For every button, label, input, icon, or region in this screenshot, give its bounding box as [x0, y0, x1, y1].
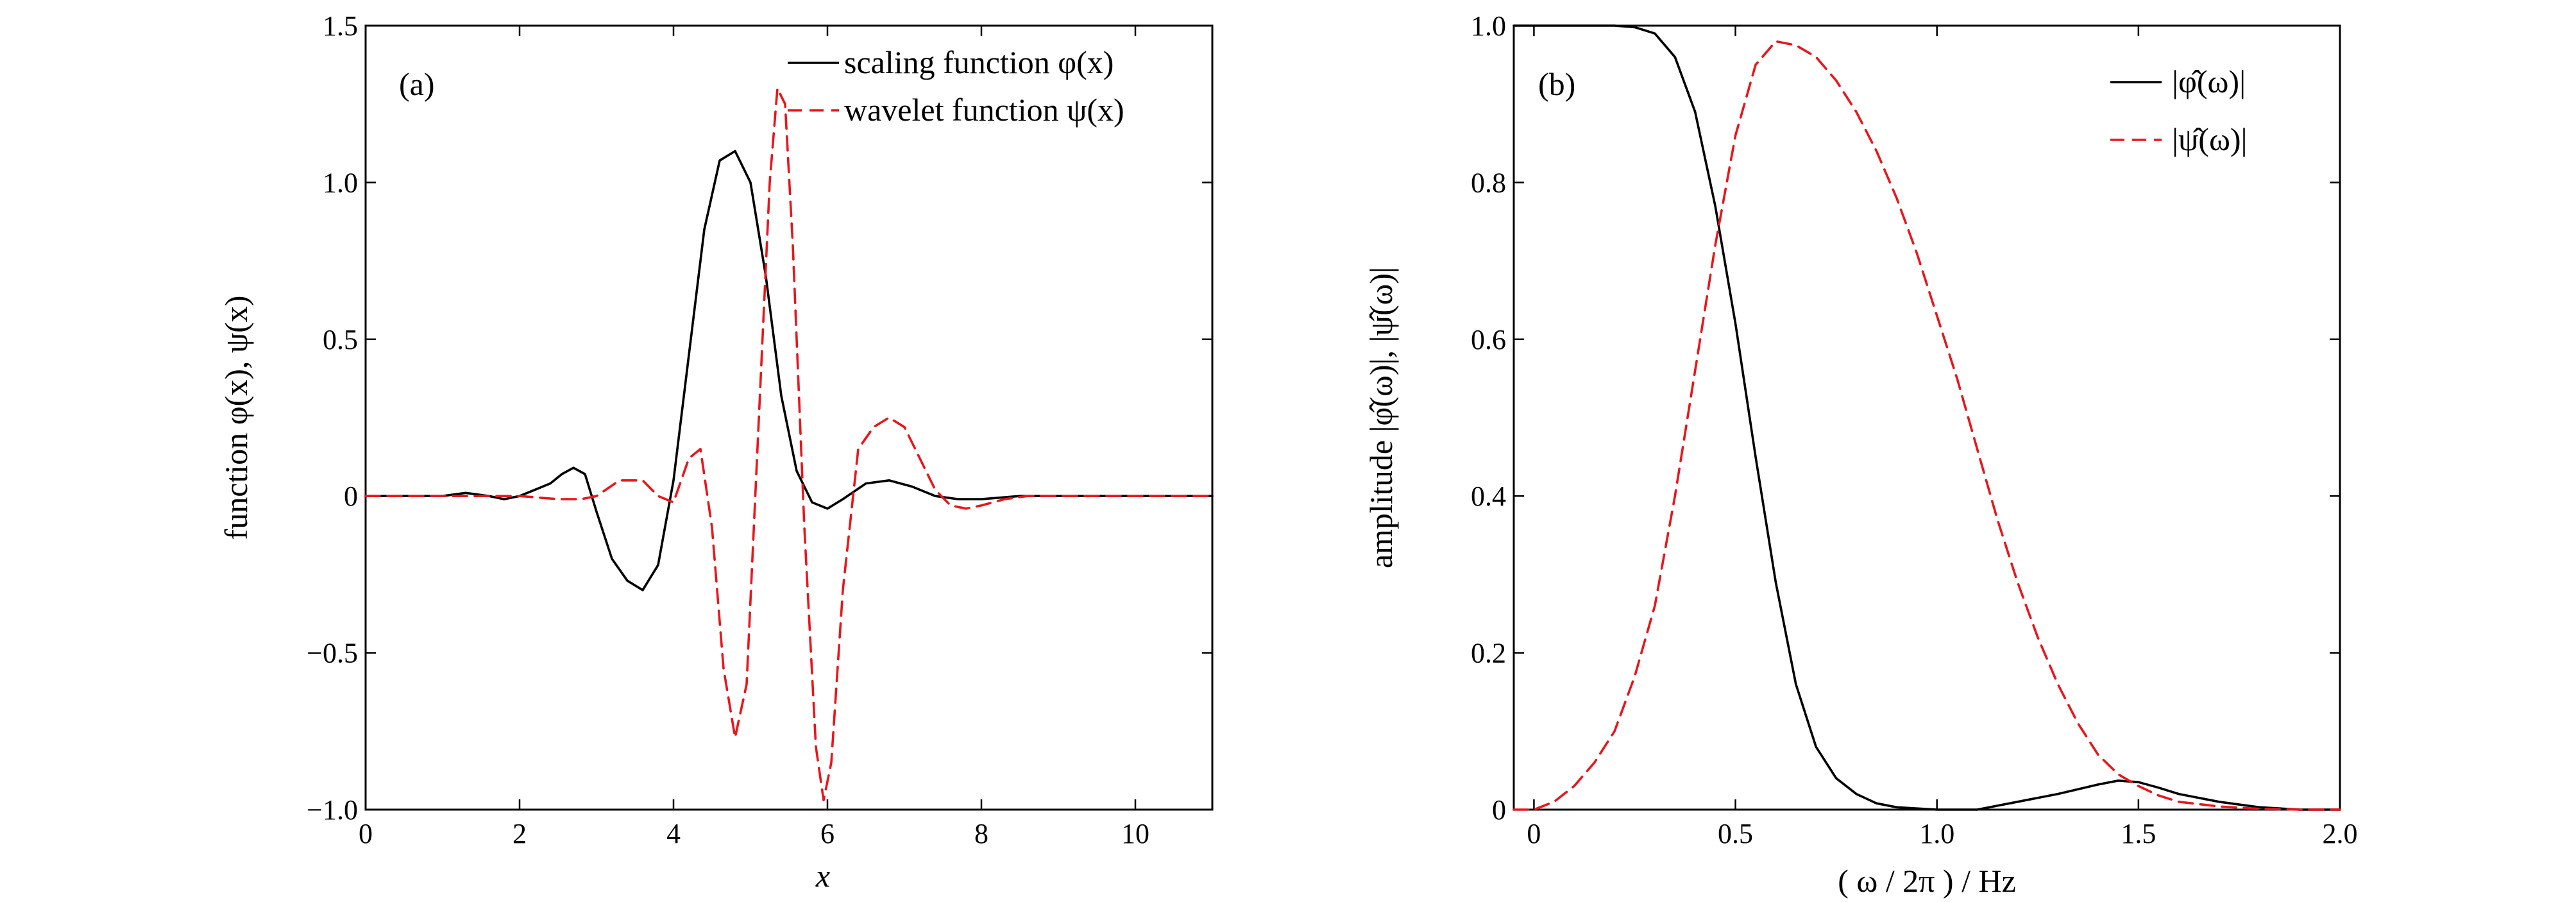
x-tick-label: 2.0	[2323, 818, 2358, 849]
x-axis-label: x	[815, 858, 830, 894]
y-tick-label: −1.0	[307, 794, 358, 826]
tick-labels: 0 0.5 1.0 1.5 2.0 0 0.2 0.4 0.6 0.8 1.0	[1471, 10, 2358, 849]
panel-b: 0 0.5 1.0 1.5 2.0 0 0.2 0.4 0.6 0.8 1.0 (b) ( ω / …	[1363, 10, 2358, 899]
legend-label-wavelet: wavelet function ψ(x)	[844, 92, 1124, 128]
x-tick-label: 0	[359, 818, 373, 849]
x-axis-label: ( ω / 2π ) / Hz	[1838, 863, 2016, 899]
y-axis-label: amplitude |φ̂(ω)|, |ψ̂(ω)|	[1363, 267, 1399, 568]
y-axis-label: function φ(x), ψ(x)	[218, 296, 254, 540]
y-tick-label: 0.8	[1471, 167, 1506, 198]
series-lines	[1513, 24, 2341, 811]
legend: scaling function φ(x) wavelet function ψ…	[788, 44, 1124, 128]
panel-label: (a)	[399, 66, 435, 102]
x-tick-label: 1.5	[2121, 818, 2156, 849]
y-tick-label: 0.2	[1471, 638, 1506, 669]
legend-label-scaling: scaling function φ(x)	[844, 44, 1114, 80]
x-tick-label: 6	[820, 818, 835, 849]
y-tick-label: 0.4	[1471, 481, 1506, 512]
panel-a: 0 2 4 6 8 10 −1.0 −0.5 0 0.5 1.0 1.5 (a) x function…	[218, 10, 1214, 894]
x-tick-label: 0	[1527, 818, 1541, 849]
y-tick-label: 0.6	[1471, 324, 1506, 355]
y-tick-label: 0	[1492, 794, 1506, 826]
x-tick-label: 0.5	[1718, 818, 1753, 849]
y-tick-label: −0.5	[307, 638, 358, 669]
y-tick-label: 0.5	[323, 324, 358, 355]
y-tick-label: 1.0	[1471, 10, 1506, 42]
legend-label-phi-hat: |φ̂(ω)|	[2172, 64, 2246, 99]
x-tick-label: 4	[666, 818, 681, 849]
y-tick-label: 1.0	[323, 167, 358, 198]
x-tick-label: 8	[974, 818, 988, 849]
x-tick-label: 10	[1121, 818, 1149, 849]
legend: |φ̂(ω)| |ψ̂(ω)|	[2110, 64, 2248, 157]
tick-marks	[364, 24, 1212, 811]
x-tick-label: 2	[513, 818, 527, 849]
series-line-scaling	[1513, 24, 2341, 811]
series-lines	[364, 87, 1214, 802]
series-line-wavelet	[364, 87, 1214, 802]
tick-labels: 0 2 4 6 8 10 −1.0 −0.5 0 0.5 1.0 1.5	[307, 10, 1149, 849]
panel-label: (b)	[1538, 66, 1575, 102]
y-tick-label: 1.5	[323, 10, 358, 42]
plot-frame	[364, 24, 1214, 811]
legend-label-psi-hat: |ψ̂(ω)|	[2172, 121, 2248, 157]
series-line-scaling	[364, 149, 1214, 591]
series-line-wavelet	[1513, 40, 2341, 811]
x-tick-label: 1.0	[1919, 818, 1954, 849]
y-tick-label: 0	[344, 481, 358, 512]
